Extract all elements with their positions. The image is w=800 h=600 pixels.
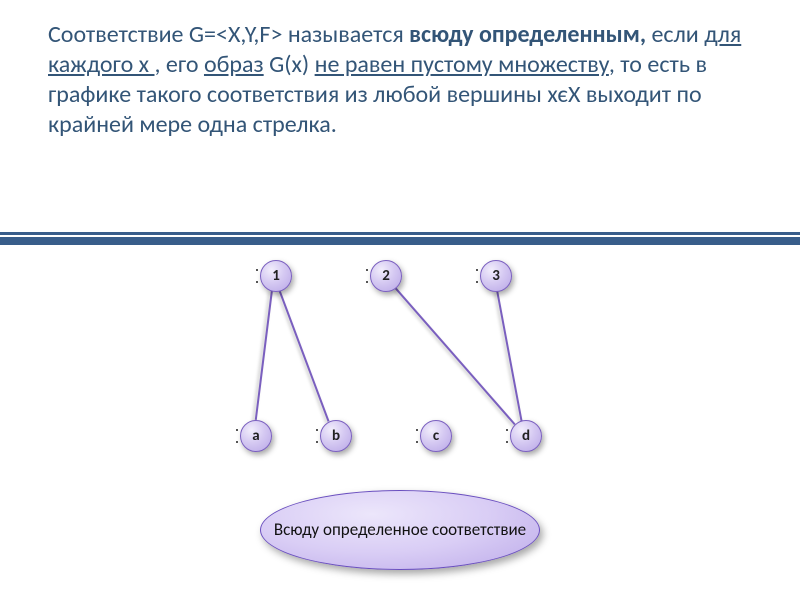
node-3: 3 [480,260,512,292]
divider [0,232,800,246]
slide: Соответствие G=<X,Y,F> называется всюду … [0,0,800,600]
node-a: a [240,420,272,452]
divider-line-thick [0,237,800,245]
node-c: c [420,420,452,452]
text-bold1: всюду определенным, [409,20,646,49]
text-under2: образ [204,50,264,79]
text-part4: G(x) [264,50,315,79]
text-under3: не равен пустому множеству [315,50,609,79]
bipartite-diagram: 1 2 3 a b c d [180,260,620,480]
node-label: c [433,427,439,445]
node-label: b [332,427,340,445]
node-1: 1 [260,260,292,292]
node-b: b [320,420,352,452]
node-label: 2 [382,267,390,285]
text-part1: Соответствие G=<X,Y,F> называется [48,20,409,49]
node-label: 3 [492,267,500,285]
edge-2-d [393,286,515,425]
caption-ellipse: Всюду определенное соответствие [260,490,540,570]
node-label: 1 [272,267,280,285]
text-part2: если [646,20,704,49]
node-2: 2 [370,260,402,292]
text-part3: , его [155,50,204,79]
edge-1-a [255,290,273,420]
node-d: d [510,420,542,452]
edge-3-d [496,290,522,421]
caption-label: Всюду определенное соответствие [274,521,526,540]
node-label: d [522,427,530,445]
node-label: a [252,427,259,445]
edge-1-b [278,289,329,422]
definition-text: Соответствие G=<X,Y,F> называется всюду … [48,20,752,140]
divider-line-thin [0,232,800,235]
